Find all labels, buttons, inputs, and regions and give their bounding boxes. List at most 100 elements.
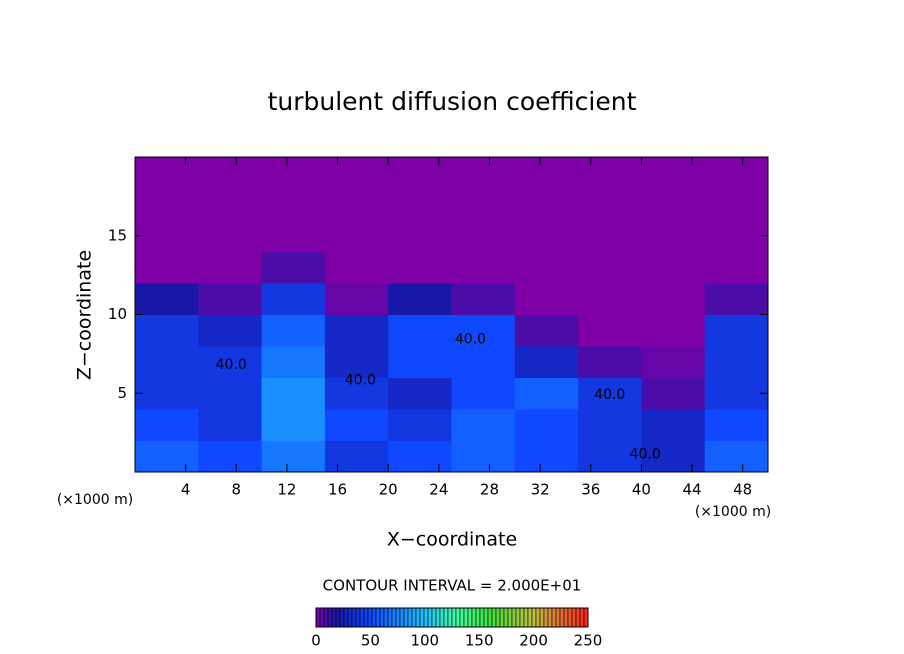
contour-label: 40.0 — [345, 373, 376, 389]
colorbar-cell — [519, 607, 525, 628]
heat-cell — [261, 440, 326, 473]
contour-label: 40.0 — [630, 447, 661, 463]
heat-cell — [135, 440, 199, 473]
heat-cell — [704, 220, 769, 252]
heat-cell — [388, 346, 452, 378]
heat-cell — [514, 251, 579, 284]
heat-cell — [198, 251, 263, 284]
colorbar-cell — [539, 607, 545, 628]
heat-cell — [388, 283, 452, 315]
heat-cell — [261, 188, 326, 221]
heat-cell — [324, 157, 389, 189]
heat-cell — [451, 346, 516, 378]
colorbar-cell — [399, 607, 405, 628]
heat-cell — [704, 409, 769, 441]
x-tick-label: 40 — [632, 481, 651, 499]
heat-cell — [135, 220, 199, 252]
heat-cell — [578, 314, 642, 347]
heat-cell — [641, 346, 706, 378]
heat-cell — [324, 377, 389, 410]
colorbar-cell — [339, 607, 345, 628]
heat-cell — [704, 377, 769, 410]
heat-cell — [514, 377, 579, 410]
heat-cell — [641, 220, 706, 252]
heat-cell — [578, 346, 642, 378]
heat-cell — [388, 314, 452, 347]
heat-cell — [261, 220, 326, 252]
heat-cell — [388, 440, 452, 473]
x-tick-label: 8 — [232, 481, 242, 499]
heat-cell — [578, 157, 642, 189]
heat-cell — [135, 314, 199, 347]
colorbar-cell — [415, 607, 421, 628]
heat-cell — [388, 157, 452, 189]
contour-interval: CONTOUR INTERVAL = 2.000E+01 — [323, 577, 582, 595]
heat-cell — [704, 440, 769, 473]
y-tick-label: 5 — [117, 384, 127, 402]
colorbar-cell — [387, 607, 393, 628]
colorbar-cell — [431, 607, 437, 628]
heat-cell — [704, 283, 769, 315]
colorbar-cell — [579, 607, 585, 628]
x-tick-label: 44 — [682, 481, 701, 499]
colorbar-cell — [367, 607, 373, 628]
heat-cell — [514, 440, 579, 473]
colorbar-frame — [315, 607, 589, 628]
colorbar-cell — [475, 607, 481, 628]
colorbar-cell — [347, 607, 353, 628]
colorbar-cell — [351, 607, 357, 628]
x-tick-label: 48 — [733, 481, 752, 499]
colorbar-cell — [487, 607, 493, 628]
x-tick-label: 36 — [581, 481, 600, 499]
heat-cell — [261, 314, 326, 347]
colorbar-cell — [515, 607, 521, 628]
colorbar-cell — [343, 607, 349, 628]
heat-cell — [578, 251, 642, 284]
y-tick-label: 10 — [108, 305, 127, 323]
heat-cell — [704, 314, 769, 347]
colorbar-tick-label: 250 — [574, 632, 603, 650]
colorbar-cell — [327, 607, 333, 628]
colorbar-cell — [331, 607, 337, 628]
heat-cell — [388, 188, 452, 221]
heat-cell — [641, 283, 706, 315]
colorbar-cell — [511, 607, 517, 628]
heat-cell — [514, 409, 579, 441]
heat-cell — [514, 314, 579, 347]
colorbar-cell — [319, 607, 325, 628]
heat-cell — [451, 377, 516, 410]
heat-cell — [451, 283, 516, 315]
colorbar-cell — [375, 607, 381, 628]
colorbar-cell — [371, 607, 377, 628]
colorbar-cell — [459, 607, 465, 628]
heat-cell — [704, 157, 769, 189]
heat-cell — [641, 409, 706, 441]
contour-label: 40.0 — [216, 357, 247, 373]
colorbar-cell — [455, 607, 461, 628]
heat-cell — [704, 346, 769, 378]
colorbar-cell — [411, 607, 417, 628]
colorbar-cell — [523, 607, 529, 628]
colorbar-cell — [547, 607, 553, 628]
contour-label: 40.0 — [455, 332, 486, 348]
colorbar-cell — [551, 607, 557, 628]
colorbar-cell — [407, 607, 413, 628]
heat-cell — [514, 220, 579, 252]
heat-cell — [451, 409, 516, 441]
heat-cell — [324, 409, 389, 441]
x-tick-label: 20 — [379, 481, 398, 499]
heat-cell — [641, 188, 706, 221]
heat-cell — [514, 157, 579, 189]
colorbar-cell — [559, 607, 565, 628]
heat-cell — [261, 157, 326, 189]
colorbar-cell — [567, 607, 573, 628]
heat-cell — [704, 251, 769, 284]
x-unit-label: (×1000 m) — [57, 492, 133, 508]
colorbar-cell — [543, 607, 549, 628]
colorbar-tick-label: 200 — [519, 632, 548, 650]
heat-cell — [261, 409, 326, 441]
colorbar-cell — [355, 607, 361, 628]
heat-cell — [388, 251, 452, 284]
colorbar-cell — [363, 607, 369, 628]
